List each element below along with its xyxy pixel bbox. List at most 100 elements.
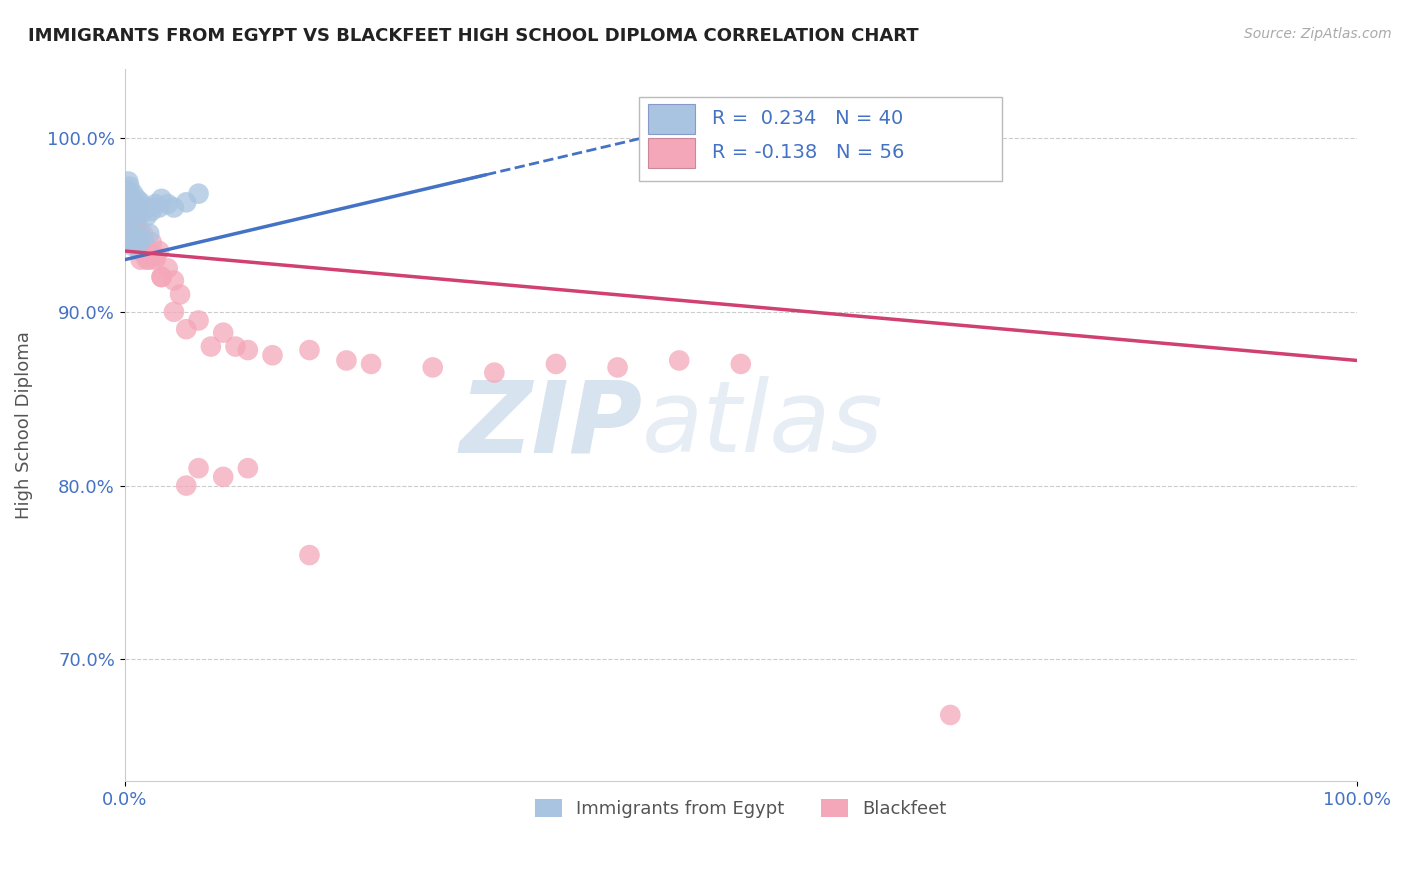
Point	[117, 183, 139, 197]
Point	[124, 235, 146, 250]
Point	[262, 348, 284, 362]
Point	[132, 227, 155, 241]
Point	[120, 192, 142, 206]
Point	[120, 218, 142, 232]
Legend: Immigrants from Egypt, Blackfeet: Immigrants from Egypt, Blackfeet	[527, 791, 953, 825]
Point	[128, 209, 150, 223]
Y-axis label: High School Diploma: High School Diploma	[15, 331, 32, 518]
Text: ZIP: ZIP	[460, 376, 643, 474]
Point	[124, 197, 146, 211]
Point	[145, 252, 167, 267]
Point	[128, 244, 150, 258]
Point	[135, 252, 157, 267]
Point	[187, 186, 209, 201]
Point	[121, 209, 143, 223]
Point	[141, 204, 163, 219]
Point	[200, 340, 222, 354]
Point	[135, 209, 157, 223]
Point	[148, 201, 170, 215]
Point	[125, 201, 148, 215]
FancyBboxPatch shape	[648, 104, 695, 134]
Point	[115, 201, 138, 215]
Point	[174, 195, 197, 210]
Point	[127, 201, 149, 215]
Text: R =  0.234   N = 40: R = 0.234 N = 40	[713, 109, 904, 128]
Point	[150, 270, 173, 285]
Point	[138, 201, 160, 215]
Point	[668, 353, 690, 368]
Point	[484, 366, 506, 380]
Point	[129, 252, 152, 267]
Point	[145, 197, 167, 211]
Point	[122, 235, 145, 250]
Point	[187, 313, 209, 327]
FancyBboxPatch shape	[648, 138, 695, 169]
Point	[606, 360, 628, 375]
Point	[150, 192, 173, 206]
Point	[124, 201, 146, 215]
Point	[187, 461, 209, 475]
Text: atlas: atlas	[643, 376, 884, 474]
Point	[125, 204, 148, 219]
Point	[138, 227, 160, 241]
Point	[132, 232, 155, 246]
Point	[118, 201, 141, 215]
Point	[125, 230, 148, 244]
FancyBboxPatch shape	[638, 97, 1002, 181]
Point	[156, 261, 179, 276]
Point	[236, 343, 259, 357]
Point	[120, 209, 142, 223]
Point	[120, 192, 142, 206]
Point	[163, 305, 186, 319]
Point	[150, 270, 173, 285]
Point	[212, 326, 235, 340]
Point	[118, 209, 141, 223]
Point	[174, 478, 197, 492]
Point	[115, 183, 138, 197]
Point	[134, 244, 156, 258]
Point	[138, 252, 160, 267]
Point	[298, 343, 321, 357]
Point	[544, 357, 567, 371]
Point	[118, 227, 141, 241]
Point	[128, 227, 150, 241]
Point	[121, 201, 143, 215]
Point	[422, 360, 444, 375]
Point	[730, 357, 752, 371]
Point	[121, 204, 143, 219]
Point	[120, 232, 142, 246]
Point	[118, 201, 141, 215]
Point	[122, 186, 145, 201]
Point	[134, 201, 156, 215]
Point	[225, 340, 247, 354]
Point	[141, 235, 163, 250]
Point	[156, 197, 179, 211]
Point	[132, 235, 155, 250]
Point	[117, 235, 139, 250]
Point	[174, 322, 197, 336]
Text: IMMIGRANTS FROM EGYPT VS BLACKFEET HIGH SCHOOL DIPLOMA CORRELATION CHART: IMMIGRANTS FROM EGYPT VS BLACKFEET HIGH …	[28, 27, 918, 45]
Point	[163, 201, 186, 215]
Point	[138, 244, 160, 258]
Point	[124, 227, 146, 241]
Text: Source: ZipAtlas.com: Source: ZipAtlas.com	[1244, 27, 1392, 41]
Point	[335, 353, 357, 368]
Text: R = -0.138   N = 56: R = -0.138 N = 56	[713, 143, 905, 162]
Point	[939, 708, 962, 723]
Point	[122, 209, 145, 223]
Point	[125, 221, 148, 235]
Point	[298, 548, 321, 562]
Point	[163, 273, 186, 287]
Point	[125, 209, 148, 223]
Point	[132, 204, 155, 219]
Point	[117, 209, 139, 223]
Point	[148, 244, 170, 258]
Point	[121, 239, 143, 253]
Point	[127, 201, 149, 215]
Point	[212, 470, 235, 484]
Point	[122, 227, 145, 241]
Point	[125, 192, 148, 206]
Point	[236, 461, 259, 475]
Point	[121, 195, 143, 210]
Point	[145, 249, 167, 263]
